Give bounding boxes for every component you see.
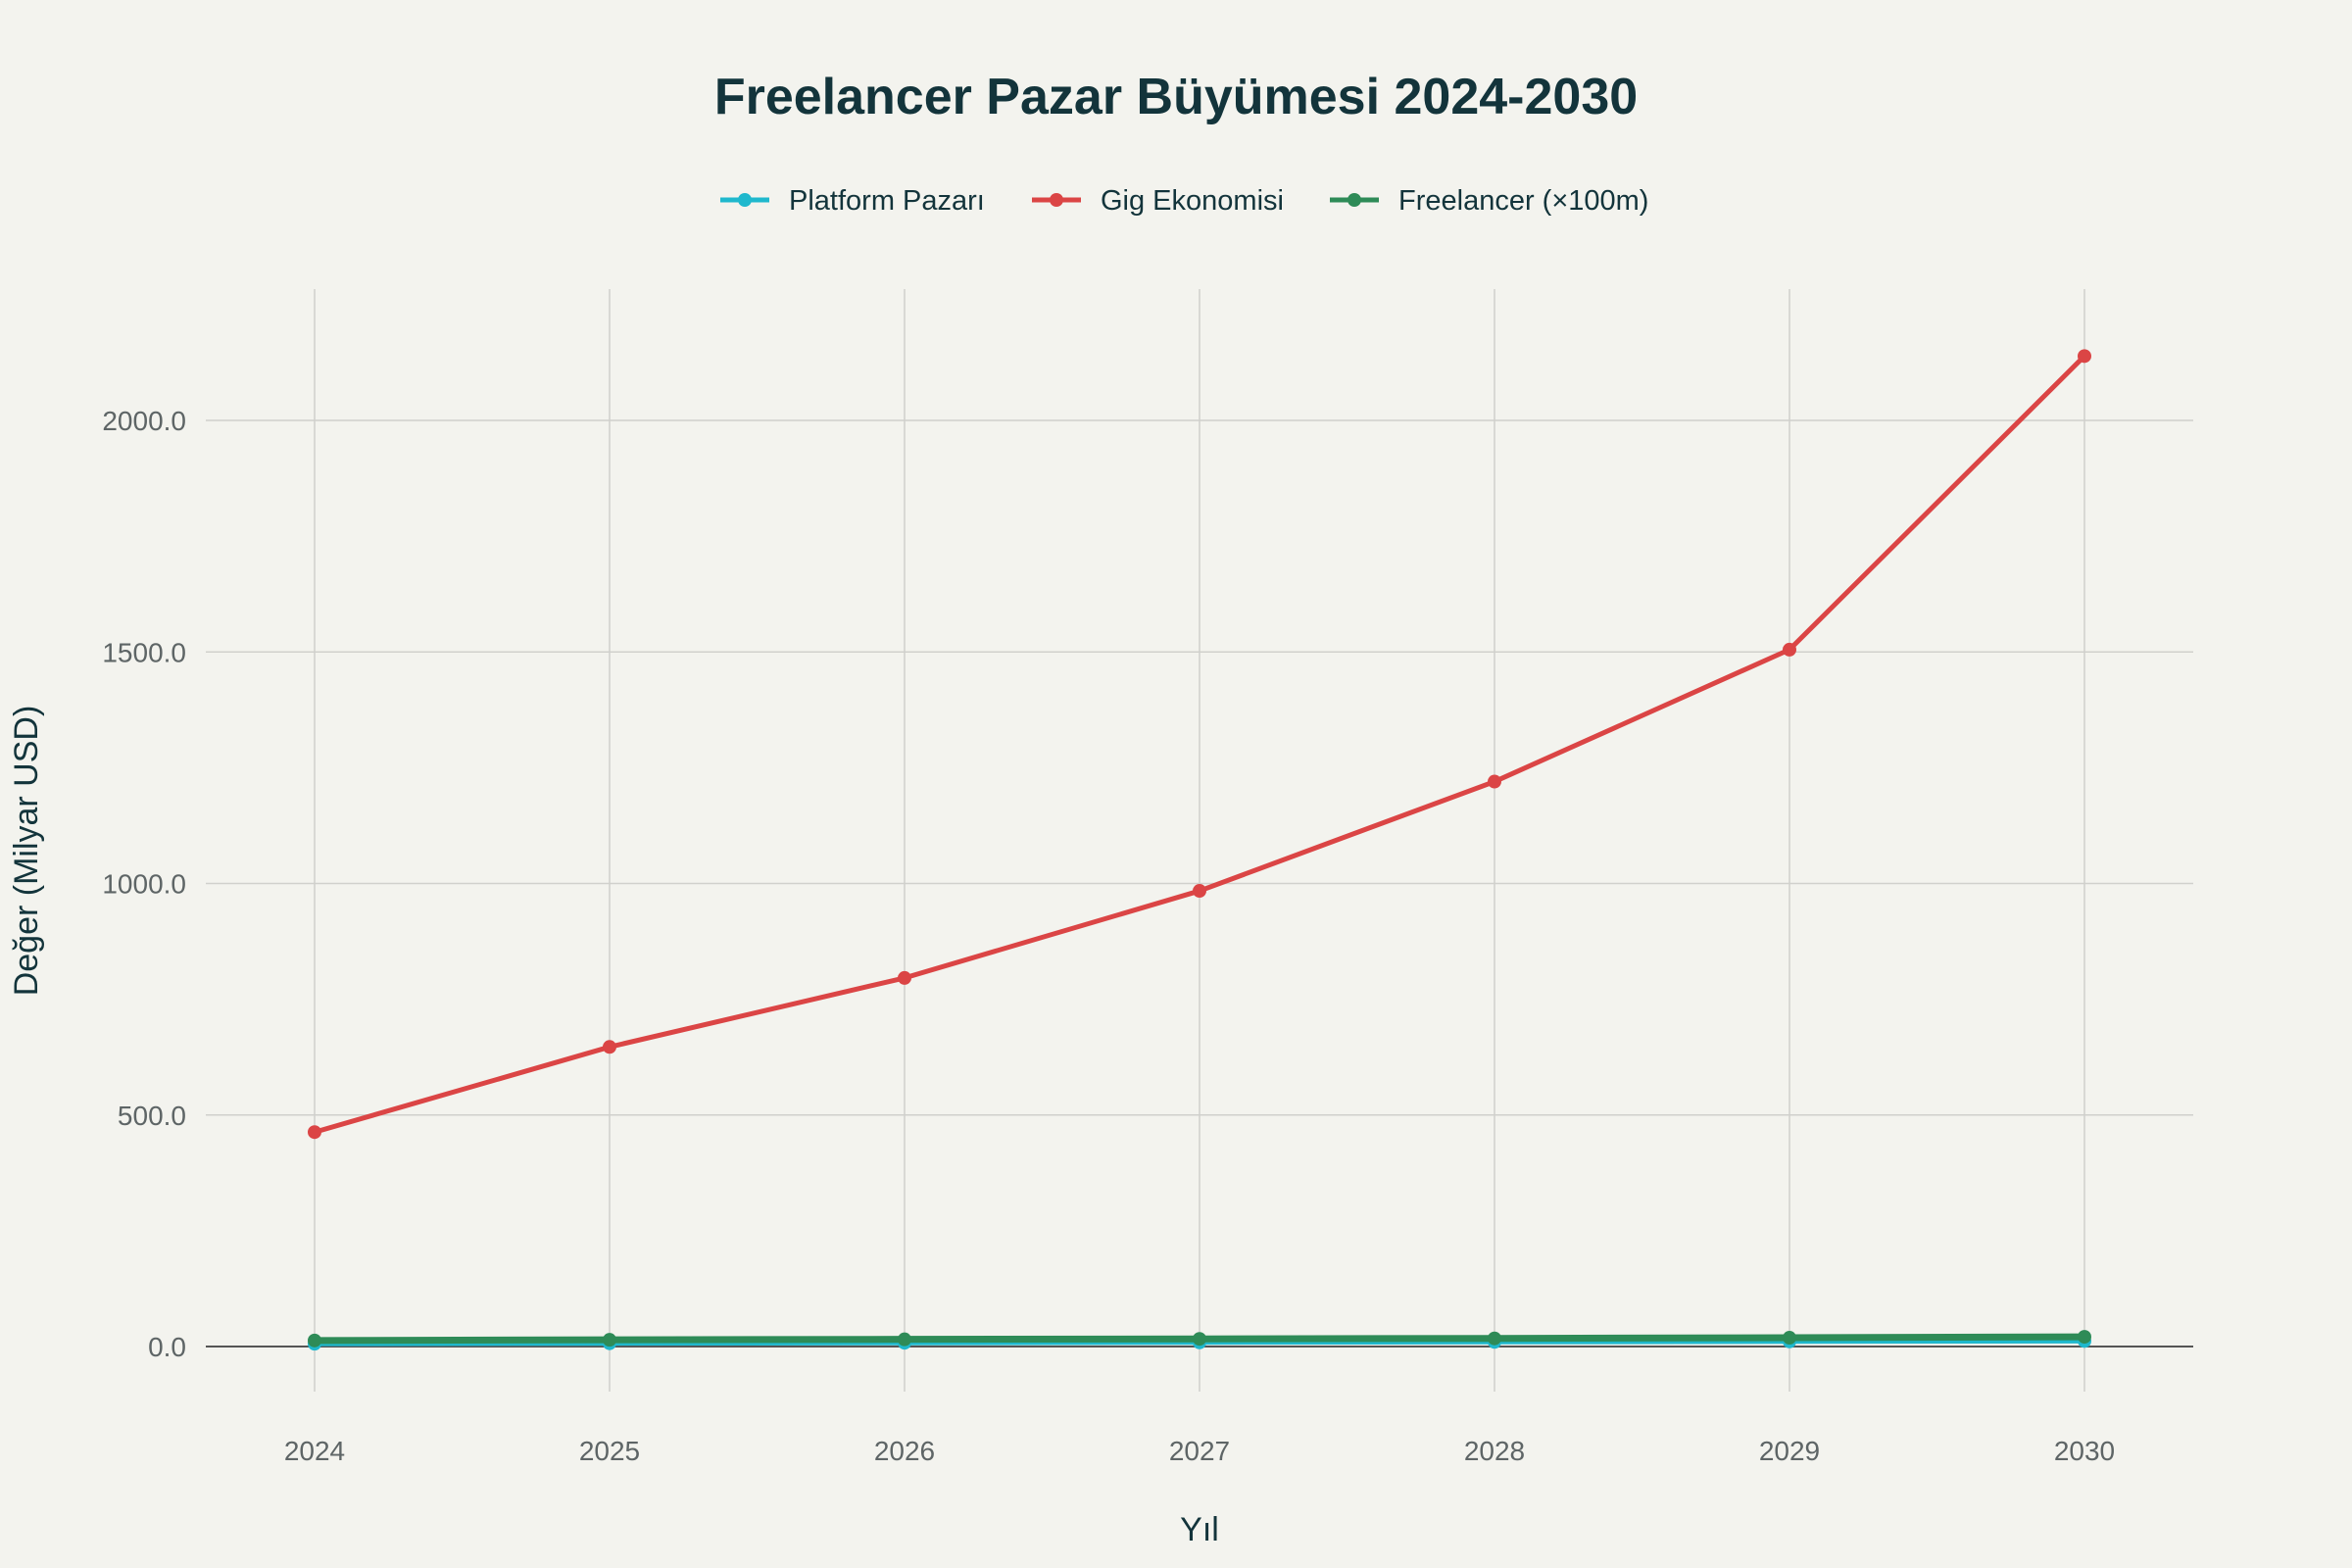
x-tick-label: 2025: [579, 1436, 640, 1466]
y-tick-label: 2000.0: [102, 406, 186, 436]
y-tick-label: 1500.0: [102, 637, 186, 667]
legend-label: Gig Ekonomisi: [1101, 185, 1284, 217]
x-tick-label: 2024: [284, 1436, 345, 1466]
data-point: [1193, 1332, 1206, 1347]
y-axis-label: Değer (Milyar USD): [8, 706, 45, 997]
data-point: [308, 1333, 321, 1348]
data-point: [1193, 884, 1206, 899]
chart-title: Freelancer Pazar Büyümesi 2024-2030: [714, 69, 1638, 125]
x-axis-label: Yıl: [1180, 1511, 1219, 1548]
grid: [206, 289, 2193, 1392]
data-point: [898, 1332, 911, 1347]
legend: Platform Pazarı Gig Ekonomisi Freelancer (…: [720, 185, 1648, 217]
y-tick-label: 500.0: [118, 1101, 186, 1131]
x-tick-label: 2026: [874, 1436, 935, 1466]
data-point: [603, 1333, 616, 1348]
legend-marker: [1050, 193, 1063, 207]
legend-label: Freelancer (×100m): [1398, 185, 1648, 217]
data-point: [1488, 1331, 1501, 1346]
data-point: [1783, 642, 1796, 657]
x-tick-label: 2029: [1759, 1436, 1820, 1466]
legend-label: Platform Pazarı: [789, 185, 985, 217]
y-tick-label: 0.0: [148, 1332, 186, 1362]
data-point: [2078, 1330, 2091, 1345]
data-point: [1783, 1331, 1796, 1346]
legend-item: Gig Ekonomisi: [1032, 185, 1284, 217]
x-tick-label: 2030: [2054, 1436, 2115, 1466]
data-point: [1488, 774, 1501, 789]
series-2: [308, 1330, 2091, 1348]
legend-marker: [738, 193, 752, 207]
series-1: [308, 349, 2091, 1140]
data-point: [2078, 349, 2091, 364]
x-tick-label: 2028: [1464, 1436, 1525, 1466]
legend-item: Platform Pazarı: [720, 185, 985, 217]
legend-item: Freelancer (×100m): [1330, 185, 1648, 217]
data-point: [603, 1040, 616, 1054]
y-axis-ticks: 0.0 500.0 1000.0 1500.0 2000.0: [102, 406, 186, 1362]
x-tick-label: 2027: [1169, 1436, 1230, 1466]
data-point: [898, 970, 911, 985]
x-axis-ticks: 2024 2025 2026 2027 2028 2029 2030: [284, 1436, 2115, 1466]
legend-marker: [1348, 193, 1361, 207]
data-point: [308, 1125, 321, 1140]
series-group: [308, 349, 2091, 1351]
y-tick-label: 1000.0: [102, 869, 186, 900]
